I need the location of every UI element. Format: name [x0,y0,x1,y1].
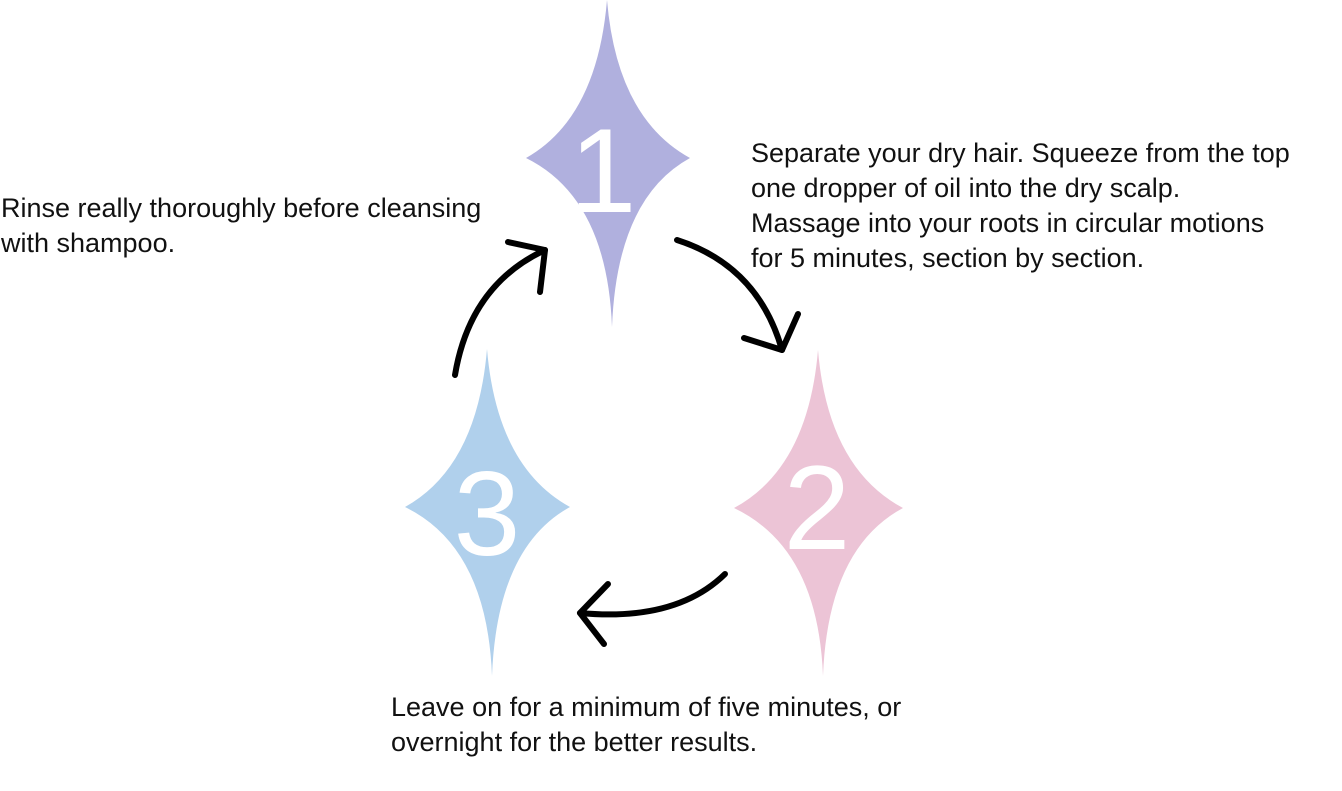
rinse-caption-line: Rinse really thoroughly before cleansing [1,193,482,223]
step-3-caption-line: Leave on for a minimum of five minutes, … [391,692,902,722]
arrow-step-2-to-3 [577,571,728,647]
step-2-number: 2 [784,441,851,575]
step-1-shape: 1 [526,0,690,327]
step-3-shape: 3 [405,349,570,676]
rinse-caption-line: with shampoo. [1,228,176,258]
arrow-3-1-head [505,239,548,295]
step-3-caption-line: overnight for the better results. [391,727,758,757]
step-2-sparkle [734,350,903,676]
step-1-caption-line: for 5 minutes, section by section. [751,243,1145,273]
arrow-step-1-to-2 [674,237,801,353]
rinse-caption: Rinse really thoroughly before cleansing… [1,191,481,261]
step-1-caption-line: one dropper of oil into the dry scalp. [751,173,1181,203]
step-3-caption: Leave on for a minimum of five minutes, … [391,690,901,760]
arrow-2-3-head [577,581,611,647]
step-1-caption-line: Massage into your roots in circular moti… [751,208,1265,238]
step-1-number: 1 [570,104,637,238]
arrow-2-3-shaft [577,571,728,618]
step-1-sparkle [526,0,690,327]
arrow-3-1-shaft [452,247,548,378]
arrow-step-3-to-1 [452,239,548,378]
step-3-sparkle [405,349,570,676]
step-2-shape: 2 [734,350,903,676]
step-1-caption-line: Separate your dry hair. Squeeze from the… [751,138,1290,168]
arrow-1-2-head [741,311,801,353]
step-1-caption: Separate your dry hair. Squeeze from the… [751,136,1290,276]
arrow-1-2-shaft [674,237,785,353]
step-3-number: 3 [454,447,521,581]
